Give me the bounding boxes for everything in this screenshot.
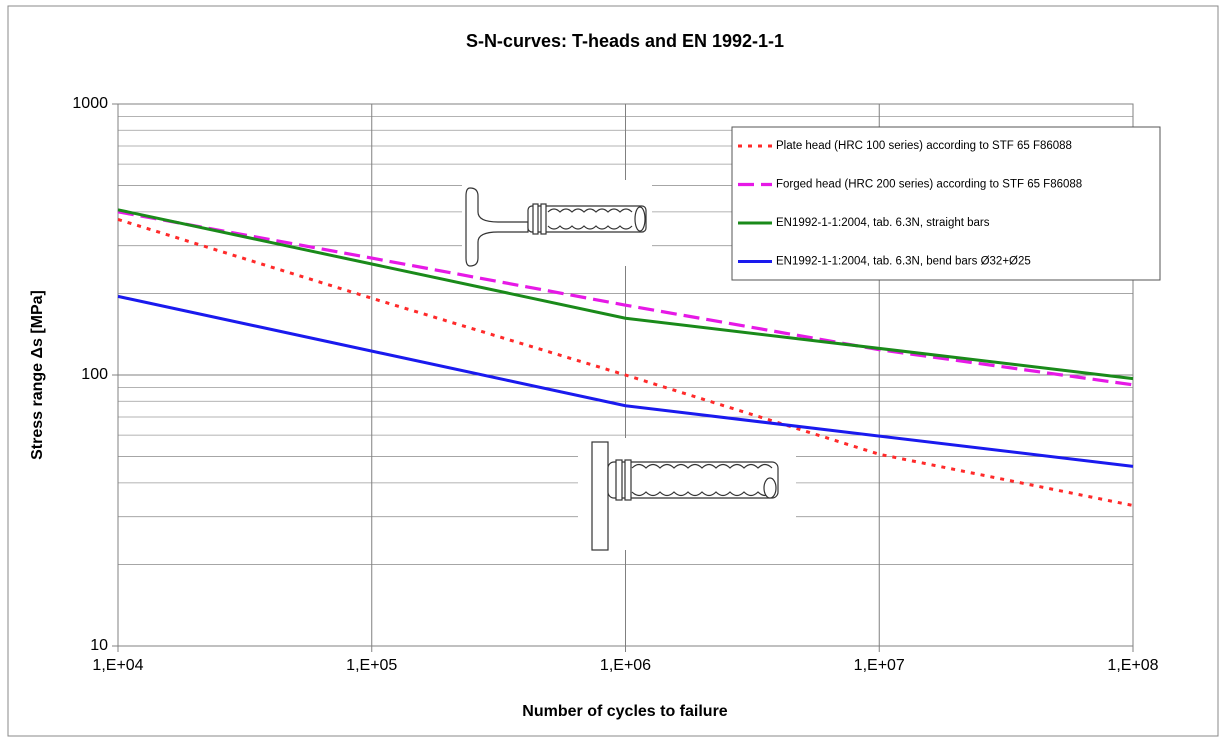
t-head-illustration — [578, 438, 796, 550]
y-axis-label: Stress range Δs [MPa] — [29, 290, 46, 460]
legend-label: EN1992-1-1:2004, tab. 6.3N, bend bars Ø3… — [776, 256, 1031, 268]
t-head-illustration — [462, 180, 652, 266]
x-tick-label: 1,E+05 — [346, 657, 397, 674]
legend-label: Plate head (HRC 100 series) according to… — [776, 140, 1072, 152]
legend-label: EN1992-1-1:2004, tab. 6.3N, straight bar… — [776, 217, 990, 229]
x-axis-label: Number of cycles to failure — [522, 703, 727, 720]
y-tick-label: 10 — [90, 637, 108, 654]
x-tick-label: 1,E+08 — [1107, 657, 1158, 674]
x-tick-label: 1,E+04 — [92, 657, 143, 674]
x-tick-label: 1,E+07 — [854, 657, 905, 674]
page: {"chart_data": { "type": "line", "title"… — [0, 0, 1226, 742]
y-tick-label: 1000 — [72, 95, 108, 112]
x-tick-label: 1,E+06 — [600, 657, 651, 674]
legend-label: Forged head (HRC 200 series) according t… — [776, 179, 1082, 191]
chart-title: S-N-curves: T-heads and EN 1992-1-1 — [466, 31, 784, 51]
y-tick-label: 100 — [81, 366, 108, 383]
chart: S-N-curves: T-heads and EN 1992-1-1 Numb… — [0, 0, 1226, 742]
